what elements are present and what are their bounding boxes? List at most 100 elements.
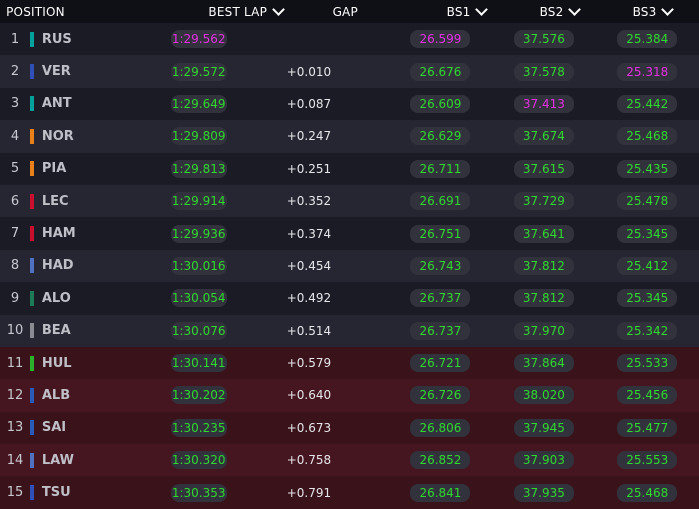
bs3-cell: 25.478 <box>596 192 699 211</box>
driver-code: HUL <box>41 355 72 371</box>
table-row[interactable]: 9 ALO 1:30.054 +0.492 26.737 37.812 25.345 <box>0 282 699 315</box>
table-row[interactable]: 10 BEA 1:30.076 +0.514 26.737 37.970 25.342 <box>0 314 699 347</box>
table-row[interactable]: 1 RUS 1:29.562 26.599 37.576 25.384 <box>0 23 699 56</box>
bs3-cell: 25.345 <box>596 289 699 308</box>
bs1-time: 26.806 <box>410 418 471 437</box>
team-color-bar <box>30 64 34 80</box>
bs1-cell: 26.743 <box>389 256 492 275</box>
position-number: 11 <box>6 355 24 371</box>
position-number: 3 <box>10 96 20 112</box>
bs3-time: 25.553 <box>617 451 678 470</box>
bs2-time: 37.729 <box>513 192 574 211</box>
team-color-bar <box>30 128 34 144</box>
header-gap[interactable]: GAP <box>300 5 390 19</box>
table-row[interactable]: 15 TSU 1:30.353 +0.791 26.841 37.935 25.468 <box>0 476 699 509</box>
position-number: 12 <box>6 387 24 403</box>
chevron-down-icon <box>568 2 582 16</box>
table-row[interactable]: 8 HAD 1:30.016 +0.454 26.743 37.812 25.412 <box>0 249 699 283</box>
table-row[interactable]: 14 LAW 1:30.320 +0.758 26.852 37.903 25.553 <box>0 444 699 477</box>
bs3-cell: 25.384 <box>596 30 699 49</box>
bs3-time: 25.384 <box>617 30 678 49</box>
bs3-cell: 25.468 <box>596 483 699 502</box>
driver-code: HAM <box>41 226 76 242</box>
header-best-lap[interactable]: BEST LAP <box>195 2 296 19</box>
best-lap-cell: 1:30.353 <box>142 483 255 502</box>
best-lap-cell: 1:29.914 <box>142 192 255 211</box>
driver-code: RUS <box>41 31 72 47</box>
bs3-time: 25.533 <box>617 354 678 373</box>
header-position[interactable]: POSITION <box>0 5 71 19</box>
driver-code: VER <box>41 64 71 80</box>
bs2-time: 37.945 <box>513 418 574 437</box>
header-bs1-label: BS1 <box>446 4 471 19</box>
chevron-down-icon <box>661 2 675 16</box>
table-row[interactable]: 2 VER 1:29.572 +0.010 26.676 37.578 25.318 <box>0 55 699 88</box>
bs3-time: 25.456 <box>617 386 678 405</box>
table-body: 1 RUS 1:29.562 26.599 37.576 25.384 2 VER 1:29.5… <box>0 23 699 509</box>
bs1-cell: 26.691 <box>389 192 492 211</box>
table-row[interactable]: 6 LEC 1:29.914 +0.352 26.691 37.729 25.478 <box>0 184 699 218</box>
bs3-time: 25.342 <box>617 321 678 340</box>
driver-code: HAD <box>41 258 74 274</box>
header-bs1[interactable]: BS1 <box>420 2 513 19</box>
position-number: 7 <box>10 226 20 242</box>
team-color-bar <box>30 355 34 371</box>
table-row[interactable]: 4 NOR 1:29.809 +0.247 26.629 37.674 25.468 <box>0 120 699 153</box>
bs1-cell: 26.711 <box>389 159 492 178</box>
bs1-time: 26.726 <box>410 386 471 405</box>
position-number: 1 <box>10 31 20 47</box>
bs1-time: 26.737 <box>410 321 471 340</box>
team-color-bar <box>30 290 34 306</box>
team-color-bar <box>30 387 34 403</box>
bs3-time: 25.435 <box>617 159 678 178</box>
bs1-cell: 26.599 <box>389 30 492 49</box>
bs1-time: 26.751 <box>410 224 471 243</box>
bs2-cell: 37.674 <box>492 127 595 146</box>
bs1-time: 26.721 <box>410 354 471 373</box>
best-lap-cell: 1:29.813 <box>142 159 255 178</box>
best-lap-time: 1:30.076 <box>170 321 227 340</box>
table-row[interactable]: 11 HUL 1:30.141 +0.579 26.721 37.864 25.533 <box>0 346 699 380</box>
bs2-cell: 37.576 <box>492 30 595 49</box>
table-row[interactable]: 3 ANT 1:29.649 +0.087 26.609 37.413 25.442 <box>0 87 699 121</box>
bs1-cell: 26.726 <box>389 386 492 405</box>
bs3-cell: 25.342 <box>596 321 699 340</box>
bs2-cell: 37.812 <box>492 289 595 308</box>
best-lap-time: 1:29.572 <box>170 62 227 81</box>
best-lap-time: 1:30.054 <box>170 289 227 308</box>
position-number: 15 <box>6 485 24 501</box>
bs2-cell: 37.945 <box>492 418 595 437</box>
best-lap-time: 1:30.016 <box>170 256 227 275</box>
gap-value: +0.758 <box>286 453 332 468</box>
bs3-time: 25.477 <box>617 418 678 437</box>
best-lap-time: 1:30.141 <box>170 354 227 373</box>
bs3-cell: 25.318 <box>596 62 699 81</box>
table-header: POSITION BEST LAP GAP BS1 BS2 BS3 <box>0 0 699 23</box>
bs1-cell: 26.676 <box>389 62 492 81</box>
bs2-time: 37.578 <box>513 62 574 81</box>
header-bs3[interactable]: BS3 <box>606 2 699 19</box>
table-row[interactable]: 12 ALB 1:30.202 +0.640 26.726 38.020 25.456 <box>0 379 699 412</box>
best-lap-time: 1:29.809 <box>170 127 227 146</box>
best-lap-cell: 1:30.076 <box>142 321 255 340</box>
team-color-bar <box>30 258 34 274</box>
bs1-cell: 26.721 <box>389 354 492 373</box>
bs2-cell: 37.903 <box>492 451 595 470</box>
table-row[interactable]: 13 SAI 1:30.235 +0.673 26.806 37.945 25.477 <box>0 411 699 445</box>
team-color-bar <box>30 226 34 242</box>
bs2-cell: 37.729 <box>492 192 595 211</box>
chevron-down-icon <box>475 2 489 16</box>
bs3-cell: 25.442 <box>596 94 699 113</box>
table-row[interactable]: 7 HAM 1:29.936 +0.374 26.751 37.641 25.345 <box>0 217 699 250</box>
header-bs2[interactable]: BS2 <box>513 2 606 19</box>
gap-value: +0.010 <box>286 64 332 79</box>
best-lap-time: 1:30.235 <box>170 418 227 437</box>
best-lap-cell: 1:30.016 <box>142 256 255 275</box>
best-lap-time: 1:30.202 <box>170 386 227 405</box>
table-row[interactable]: 5 PIA 1:29.813 +0.251 26.711 37.615 25.435 <box>0 152 699 185</box>
bs2-cell: 37.578 <box>492 62 595 81</box>
position-number: 14 <box>6 452 24 468</box>
best-lap-cell: 1:30.141 <box>142 354 255 373</box>
bs2-time: 37.615 <box>513 159 574 178</box>
